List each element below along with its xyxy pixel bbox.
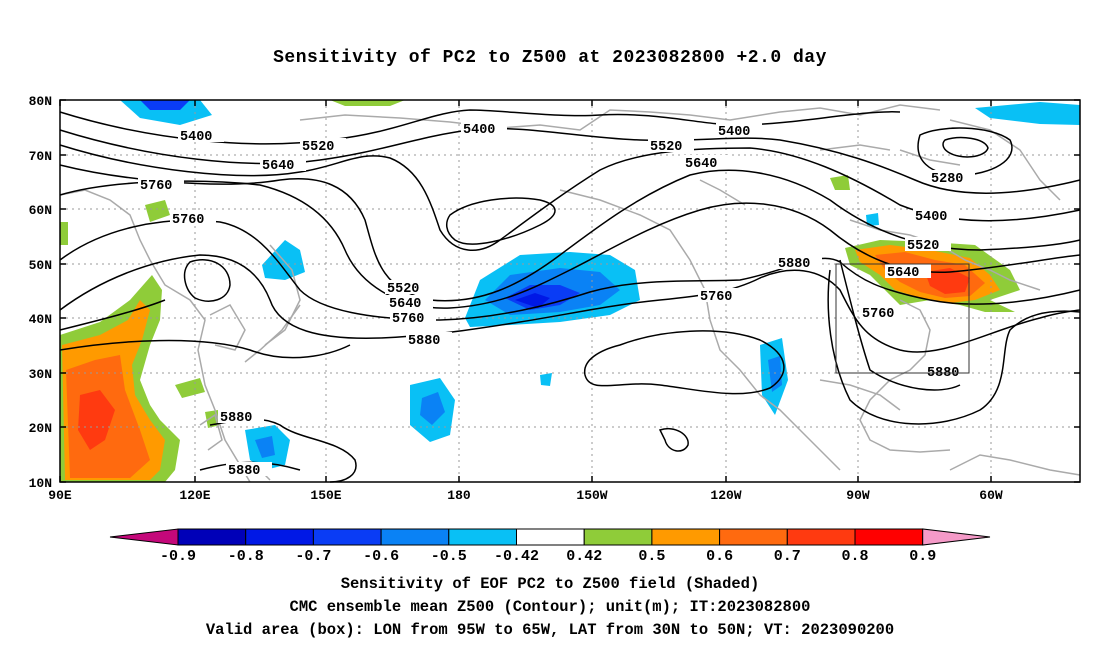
contour-label-5400-d: 5400 [915,210,947,225]
colorbar-label: 0.8 [841,548,868,565]
contour-label-5520-c: 5520 [387,282,419,297]
shade-wpac2 [255,436,275,458]
contour-label-5880-e: 5880 [228,464,260,479]
contour-label-5640-b: 5640 [685,157,717,172]
lat-label: 40N [29,312,52,327]
shade-small2 [866,213,879,226]
valid-area-box [835,263,970,374]
colorbar-label: -0.5 [431,548,467,565]
map-frame [59,99,1081,483]
contour-labels: 5400 5400 5400 5400 5520 5520 5520 5520 … [138,121,975,479]
colorbar-label: 0.9 [909,548,936,565]
colorbar: -0.9 -0.8 -0.7 -0.6 -0.5 -0.42 0.42 0.5 0.6 0.7 0.… [109,528,991,565]
lon-label: 120W [710,488,741,503]
colorbar-swatch [651,528,721,546]
lon-label: 150E [310,488,341,503]
colorbar-label: 0.7 [774,548,801,565]
shade-small3 [830,175,850,190]
shade-cpac2 [420,392,445,425]
contour-label-5760-e: 5760 [862,307,894,322]
colorbar-swatch [786,528,856,546]
colorbar-label: -0.8 [228,548,264,565]
lat-label: 50N [29,258,52,273]
colorbar-swatch [448,528,517,546]
lat-label: 80N [29,94,52,109]
colorbar-swatch [312,528,382,546]
contour-label-5760-a: 5760 [140,179,172,194]
lon-label: 120E [179,488,210,503]
colorbar-label: -0.9 [160,548,196,565]
colorbar-swatch [719,528,788,546]
shade-small1 [540,373,552,386]
colorbar-label: 0.6 [706,548,733,565]
colorbar-swatch [583,528,653,546]
colorbar-swatch [177,528,247,546]
caption-line-3: Valid area (box): LON from 95W to 65W, L… [205,621,895,639]
shade-arctic2 [140,100,190,110]
colorbar-left-arrow [109,528,179,546]
colorbar-swatch [516,528,585,546]
caption-line-2: CMC ensemble mean Z500 (Contour); unit(m… [289,598,811,616]
shade-arctic-e [975,102,1080,125]
gridlines [60,100,1080,482]
lon-label: 90E [48,488,72,503]
contour-label-5880-a: 5880 [408,334,440,349]
shade-mexico2 [768,356,782,392]
lat-label: 10N [29,476,52,491]
shade-asia-green2 [145,200,170,222]
shade-asia-red [78,390,115,450]
colorbar-label: 0.5 [638,548,665,565]
lon-label: 150W [576,488,607,503]
lon-label: 90W [846,488,870,503]
contour-label-5400-a: 5400 [180,130,212,145]
lat-label: 60N [29,203,52,218]
colorbar-swatch [245,528,314,546]
shade-arctic [120,100,212,125]
contour-label-5880-d: 5880 [220,411,252,426]
contour-label-5760-c: 5760 [392,312,424,327]
colorbar-right-arrow [922,528,991,546]
contour-label-5400-b: 5400 [463,123,495,138]
contour-label-5640-c: 5640 [389,297,421,312]
contour-label-5520-a: 5520 [302,140,334,155]
coastlines [59,104,1081,483]
lat-label: 20N [29,421,52,436]
shade-asia-green5 [60,222,68,245]
contour-label-5280: 5280 [931,172,963,187]
contour-label-5880-b: 5880 [778,257,810,272]
contour-label-5640-d: 5640 [887,266,919,281]
shade-na-red [925,268,970,294]
colorbar-swatch [854,528,924,546]
lat-label: 30N [29,367,52,382]
lon-label: 60W [979,488,1003,503]
colorbar-label: -0.42 [494,548,539,565]
contour-label-5760-b: 5760 [172,213,204,228]
lon-label: 180 [447,488,471,503]
lat-label: 70N [29,149,52,164]
colorbar-label: -0.7 [295,548,331,565]
caption-line-1: Sensitivity of EOF PC2 to Z500 field (Sh… [340,575,760,593]
shade-asia-green3 [175,378,205,398]
contour-label-5760-d: 5760 [700,290,732,305]
contour-label-5520-d: 5520 [907,239,939,254]
contour-label-5520-b: 5520 [650,140,682,155]
shade-arctic-green [330,100,405,106]
colorbar-swatch [380,528,450,546]
shade-pac-core [515,293,550,308]
contour-label-5640-a: 5640 [262,159,294,174]
chart-title: Sensitivity of PC2 to Z500 at 2023082800… [273,48,827,68]
contour-label-5400-c: 5400 [718,125,750,140]
colorbar-label: -0.6 [363,548,399,565]
colorbar-label: 0.42 [566,548,602,565]
